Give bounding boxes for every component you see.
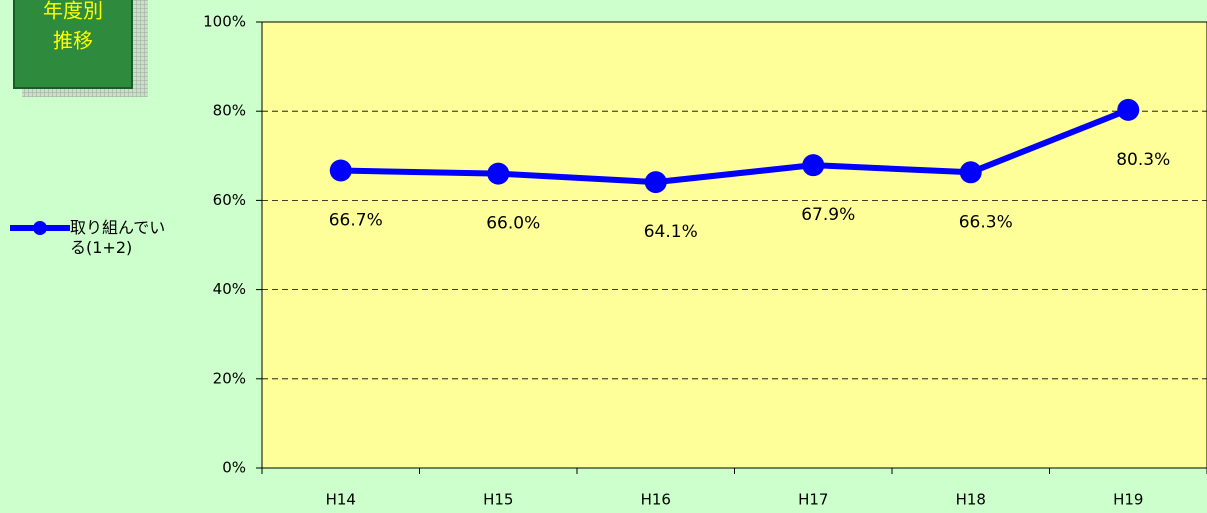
marker xyxy=(329,159,352,182)
y-tick-label: 40% xyxy=(213,280,246,298)
x-tick-label: H16 xyxy=(641,491,671,509)
y-tick-label: 100% xyxy=(203,13,246,31)
y-tick-label: 80% xyxy=(213,102,246,120)
legend-label: 取り組んでいる(1+2) xyxy=(70,218,166,257)
legend-marker xyxy=(33,221,47,235)
x-tick-label: H17 xyxy=(798,491,828,509)
x-tick-label: H18 xyxy=(956,491,986,509)
title-box-line: 年度別 xyxy=(43,0,103,23)
data-label: 66.3% xyxy=(959,212,1013,232)
marker xyxy=(644,171,667,194)
y-tick-label: 0% xyxy=(222,459,246,477)
marker xyxy=(959,161,982,184)
marker xyxy=(1117,98,1140,121)
marker xyxy=(802,154,825,177)
series-line xyxy=(340,107,1130,186)
plot-area xyxy=(261,21,1207,469)
title-box-line: 推移 xyxy=(53,29,93,53)
data-label: 64.1% xyxy=(644,222,698,242)
title-box xyxy=(13,0,133,89)
x-tick-label: H14 xyxy=(326,491,356,509)
data-label: 80.3% xyxy=(1116,150,1170,170)
x-tick-label: H19 xyxy=(1113,491,1143,509)
data-label: 66.7% xyxy=(329,211,383,231)
y-tick-label: 60% xyxy=(213,191,246,209)
data-label: 66.0% xyxy=(486,214,540,234)
y-tick-label: 20% xyxy=(213,369,246,387)
data-label: 67.9% xyxy=(801,205,855,225)
x-tick-label: H15 xyxy=(483,491,513,509)
marker xyxy=(487,162,510,185)
